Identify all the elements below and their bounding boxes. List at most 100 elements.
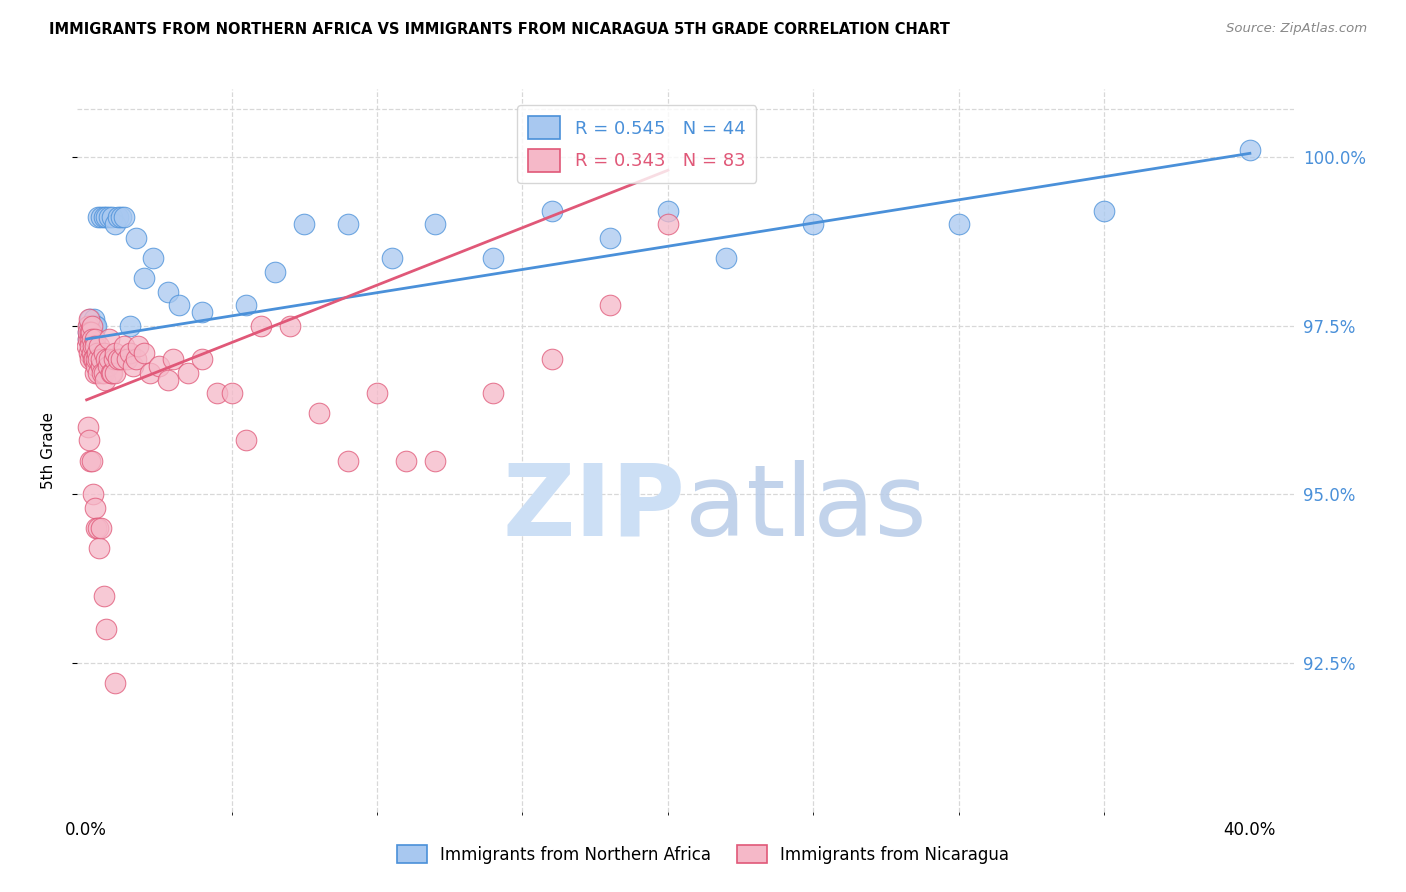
- Point: [86, 521, 108, 535]
- Point: [83, 352, 105, 367]
- Point: [79, 311, 101, 326]
- Point: [156, 373, 179, 387]
- Point: [82, 352, 104, 367]
- Point: [482, 251, 505, 265]
- Point: [77, 345, 100, 359]
- Point: [80, 326, 103, 340]
- Point: [77, 434, 100, 448]
- Point: [91, 366, 114, 380]
- Point: [83, 366, 105, 380]
- Point: [177, 366, 200, 380]
- Point: [77, 332, 100, 346]
- Point: [803, 217, 825, 231]
- Point: [97, 359, 120, 373]
- Point: [98, 352, 121, 367]
- Point: [104, 366, 127, 380]
- Point: [83, 311, 105, 326]
- Point: [118, 318, 141, 333]
- Text: IMMIGRANTS FROM NORTHERN AFRICA VS IMMIGRANTS FROM NICARAGUA 5TH GRADE CORRELATI: IMMIGRANTS FROM NORTHERN AFRICA VS IMMIG…: [49, 22, 950, 37]
- Point: [657, 217, 679, 231]
- Point: [80, 318, 103, 333]
- Point: [98, 211, 121, 225]
- Point: [292, 217, 315, 231]
- Point: [599, 298, 621, 312]
- Point: [948, 217, 970, 231]
- Point: [1239, 143, 1261, 157]
- Point: [93, 211, 115, 225]
- Point: [124, 352, 146, 367]
- Point: [156, 285, 179, 299]
- Point: [249, 318, 271, 333]
- Point: [540, 352, 562, 367]
- Point: [83, 332, 105, 346]
- Point: [82, 339, 104, 353]
- Point: [82, 345, 104, 359]
- Point: [96, 211, 118, 225]
- Point: [84, 352, 107, 367]
- Point: [104, 676, 127, 690]
- Point: [77, 326, 100, 340]
- Point: [191, 352, 214, 367]
- Point: [94, 373, 117, 387]
- Point: [148, 359, 170, 373]
- Point: [84, 339, 107, 353]
- Point: [86, 211, 108, 225]
- Point: [80, 332, 103, 346]
- Point: [77, 311, 100, 326]
- Point: [89, 541, 111, 556]
- Point: [1092, 203, 1115, 218]
- Point: [93, 589, 115, 603]
- Point: [77, 318, 100, 333]
- Point: [112, 339, 135, 353]
- Point: [86, 366, 108, 380]
- Point: [124, 231, 146, 245]
- Point: [89, 339, 111, 353]
- Point: [83, 318, 105, 333]
- Point: [599, 231, 621, 245]
- Point: [221, 386, 243, 401]
- Point: [86, 345, 108, 359]
- Point: [76, 339, 98, 353]
- Point: [115, 352, 138, 367]
- Point: [79, 339, 101, 353]
- Point: [264, 264, 287, 278]
- Legend: R = 0.545   N = 44, R = 0.343   N = 83: R = 0.545 N = 44, R = 0.343 N = 83: [517, 105, 756, 183]
- Point: [84, 521, 107, 535]
- Point: [80, 453, 103, 467]
- Point: [100, 366, 122, 380]
- Point: [107, 211, 129, 225]
- Legend: Immigrants from Northern Africa, Immigrants from Nicaragua: Immigrants from Northern Africa, Immigra…: [391, 838, 1015, 871]
- Point: [84, 359, 107, 373]
- Point: [84, 318, 107, 333]
- Point: [139, 366, 162, 380]
- Point: [118, 345, 141, 359]
- Point: [191, 305, 214, 319]
- Text: ZIP: ZIP: [502, 459, 686, 557]
- Point: [308, 406, 330, 420]
- Point: [134, 271, 156, 285]
- Point: [82, 318, 104, 333]
- Point: [90, 211, 112, 225]
- Point: [167, 298, 190, 312]
- Point: [112, 211, 135, 225]
- Point: [235, 298, 257, 312]
- Point: [104, 345, 127, 359]
- Point: [79, 352, 101, 367]
- Point: [79, 326, 101, 340]
- Text: atlas: atlas: [686, 459, 927, 557]
- Point: [83, 500, 105, 515]
- Point: [278, 318, 301, 333]
- Point: [80, 318, 103, 333]
- Point: [425, 453, 447, 467]
- Point: [714, 251, 737, 265]
- Point: [93, 366, 115, 380]
- Point: [162, 352, 184, 367]
- Point: [98, 332, 121, 346]
- Point: [90, 352, 112, 367]
- Point: [76, 326, 98, 340]
- Point: [107, 352, 129, 367]
- Point: [110, 211, 132, 225]
- Point: [79, 332, 101, 346]
- Point: [142, 251, 165, 265]
- Point: [134, 345, 156, 359]
